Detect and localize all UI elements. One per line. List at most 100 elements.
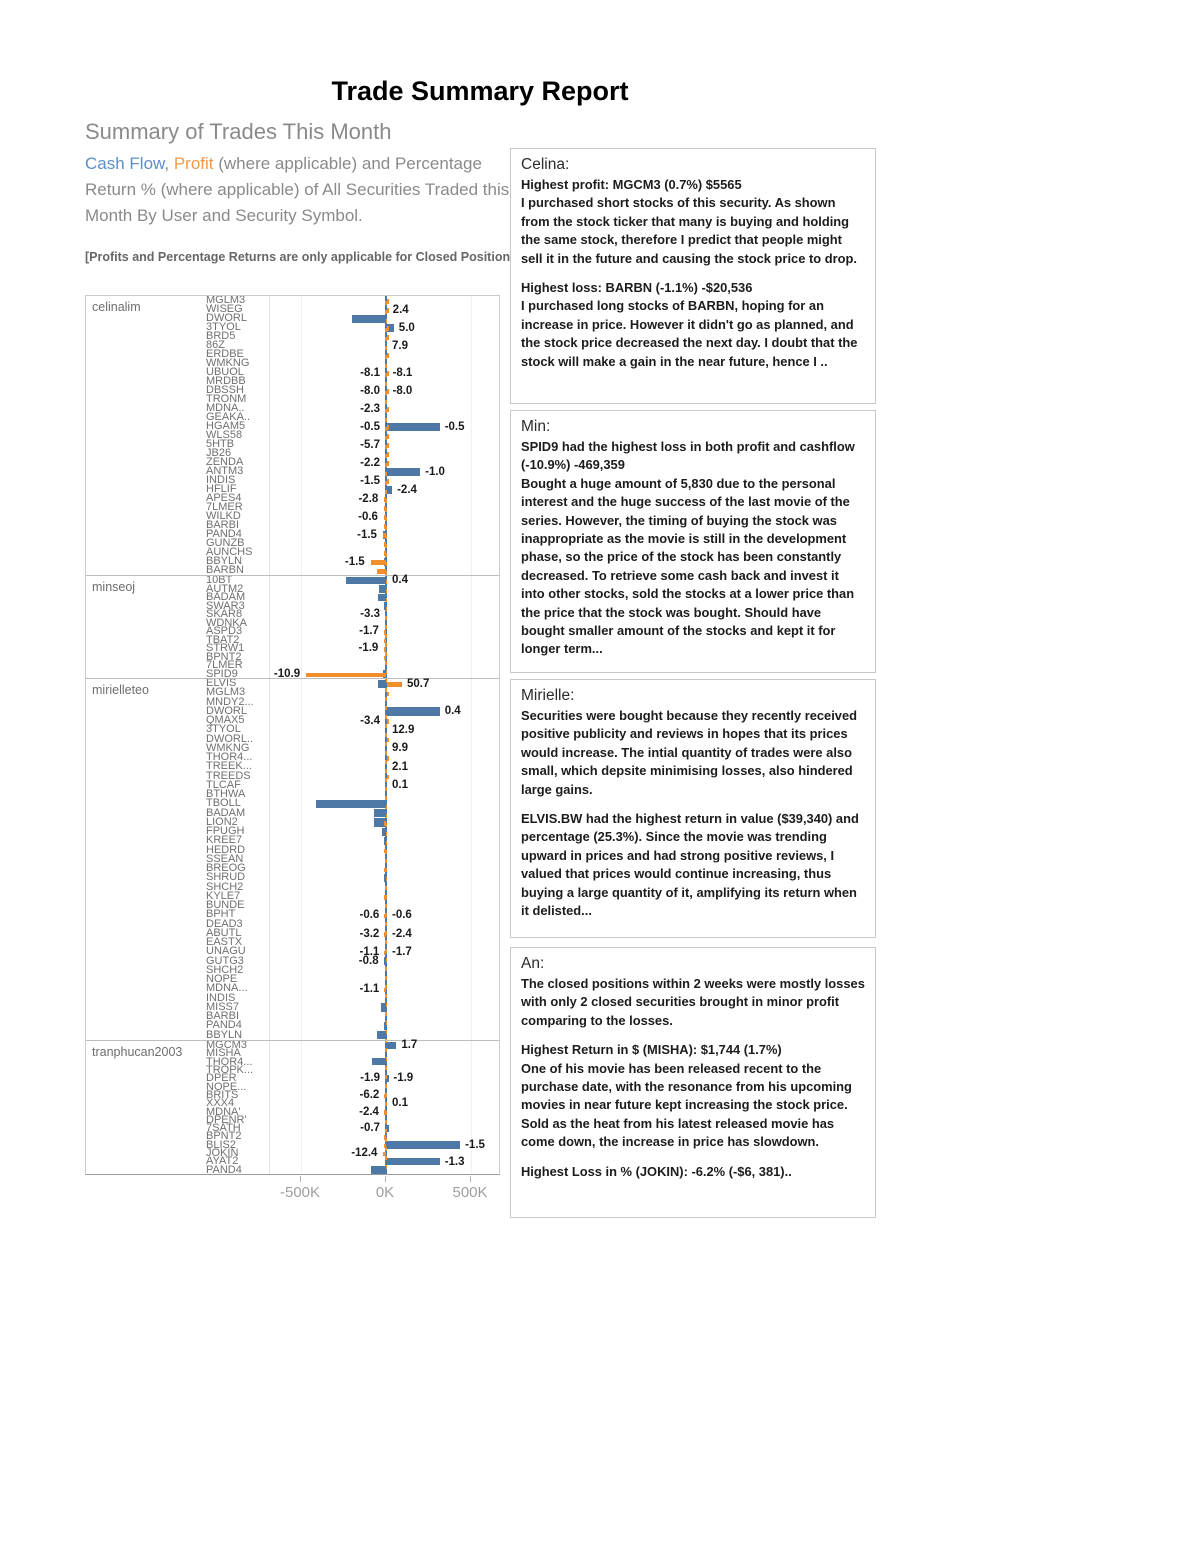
return-pct-label-left: -1.9: [358, 642, 379, 655]
security-symbol-label: BPNT2: [206, 650, 242, 663]
axis-tickmark: [470, 1176, 471, 1182]
profit-bar: [384, 506, 386, 511]
desc-rest: (where applicable) and Percentage Return…: [85, 154, 510, 225]
security-symbol-label: FPUGH: [206, 825, 245, 837]
return-pct-label-left: -1.1: [359, 946, 380, 959]
security-symbol-label: THOR4...: [206, 1055, 253, 1068]
return-pct-label-left: -2.2: [360, 456, 380, 469]
paragraph-spacer: [521, 1152, 865, 1163]
profit-bar: [384, 987, 386, 993]
security-symbol-label: WLS58: [206, 429, 243, 441]
return-pct-label-left: -0.7: [360, 1122, 380, 1135]
return-pct-label-left: -1.1: [359, 983, 380, 996]
security-symbol-label: SKAR8: [206, 608, 243, 620]
profit-bar: [384, 1093, 386, 1099]
security-symbol-label: BARBI: [206, 519, 240, 531]
security-symbol-label: UNAGU: [206, 945, 246, 958]
security-symbols-column: 10BT AUTM2 BADAM SWAR3 SKAR8 WDNKA ASPD3 TBAT2 S…: [206, 576, 270, 678]
security-symbol-label: JB26: [206, 447, 232, 459]
security-symbol-label: WMKNG: [206, 357, 250, 369]
security-symbol-label: DPER: [206, 1072, 237, 1085]
return-pct-label-right: 0.1: [392, 1097, 408, 1110]
security-symbol-label: SPID9: [206, 667, 238, 678]
security-symbol-label: MDNA': [206, 1105, 241, 1118]
gridline-plus-500k: [471, 296, 472, 1174]
cashflow-bar: [387, 1041, 397, 1049]
panel-paragraph: Highest Return in $ (MISHA): $1,744 (1.7…: [521, 1042, 782, 1058]
profit-bar: [384, 913, 386, 919]
security-symbol-label: DWORL: [206, 312, 247, 324]
return-pct-label-left: -1.5: [344, 555, 365, 568]
cashflow-bar: [384, 873, 386, 883]
panel-user-name: Min:: [521, 418, 551, 435]
profit-bar: [387, 756, 389, 761]
cashflow-bar: [384, 602, 386, 610]
return-pct-label-left: -6.2: [359, 1089, 380, 1102]
security-symbol-label: THOR4...: [206, 751, 253, 763]
user-label: tranphucan2003: [92, 1045, 183, 1059]
security-symbol-label: DWORL..: [206, 732, 254, 745]
return-pct-label-left: -2.4: [359, 1105, 379, 1118]
chart-section-mirielleteo: mirielleteo ELVIS MGLM3 MNDY2... DWORL QMAX5…: [86, 678, 499, 1041]
panel-body: Highest profit: MGCM3 (0.7%) $5565 I purc…: [521, 176, 865, 371]
panel-user-name: An:: [521, 955, 545, 972]
security-symbol-label: 3TYOL: [206, 321, 241, 333]
profit-bar: [384, 638, 386, 643]
panel-paragraph: Highest loss: BARBN (-1.1%) -$20,536: [521, 280, 753, 296]
return-pct-label-right: -2.4: [392, 927, 412, 940]
cashflow-bar: [387, 467, 421, 476]
return-pct-label-left: -8.1: [360, 366, 380, 379]
profit-bar: [387, 326, 389, 331]
cashflow-bar: [384, 957, 386, 966]
return-pct-label-right: -2.4: [397, 483, 417, 496]
profit-bar: [387, 353, 389, 358]
axis-tick-label: -500K: [279, 1184, 321, 1201]
profit-bar: [387, 308, 389, 313]
cashflow-bar: [374, 818, 386, 827]
return-pct-label-right: 12.9: [392, 723, 415, 736]
profit-bar: [387, 389, 389, 394]
security-symbol-label: KYLE7: [206, 889, 241, 902]
profit-bar: [383, 542, 386, 547]
security-symbol-label: SWAR3: [206, 599, 245, 612]
security-symbol-label: TBOLL: [206, 797, 241, 810]
panel-paragraph: ELVIS.BW had the highest return in value…: [521, 811, 859, 919]
security-symbol-label: BREOG: [206, 862, 246, 874]
return-pct-label-right: 0.1: [392, 779, 408, 792]
security-symbol-label: 10BT: [206, 576, 233, 586]
security-symbol-label: BADAM: [206, 806, 246, 819]
panel-paragraph: One of his movie has been released recen…: [521, 1060, 852, 1150]
security-symbol-label: BLIS2: [206, 1138, 236, 1151]
security-symbol-label: GUNZB: [206, 537, 245, 549]
security-symbol-label: BADAM: [206, 591, 246, 603]
security-symbol-label: JOKIN: [206, 1147, 239, 1160]
security-symbol-label: STRW1: [206, 642, 245, 654]
security-symbol-label: DBSSH: [206, 384, 244, 396]
return-pct-label-left: -2.8: [358, 492, 379, 505]
security-symbol-label: ERDBE: [206, 348, 244, 360]
security-symbol-label: SSEAN: [206, 852, 244, 865]
return-pct-label-left: -1.5: [360, 474, 380, 487]
security-symbol-label: TROPK...: [206, 1063, 254, 1076]
security-symbol-label: APES4: [206, 492, 242, 504]
axis-tickmark: [300, 1176, 301, 1182]
panel-paragraph: I purchased short stocks of this securit…: [521, 195, 857, 266]
security-symbol-label: 5HTB: [206, 438, 235, 450]
return-pct-label-left: -3.3: [360, 608, 380, 621]
security-symbol-label: QMAX5: [206, 714, 245, 726]
security-symbol-label: BTHWA: [206, 788, 246, 800]
paragraph-spacer: [521, 1030, 865, 1041]
cashflow-bar: [316, 799, 386, 809]
security-symbol-label: WILKD: [206, 510, 241, 522]
security-symbol-label: NOPE...: [206, 1080, 247, 1093]
return-pct-label-left: -0.6: [358, 510, 378, 523]
security-symbol-label: MISS7: [206, 1000, 240, 1013]
profit-bar: [383, 515, 386, 520]
chart-description: Cash Flow, Profit (where applicable) and…: [85, 151, 523, 229]
return-pct-label-left: -0.6: [359, 909, 380, 922]
paragraph-spacer: [521, 799, 865, 810]
chart-section-minseoj: minseoj 10BT AUTM2 BADAM SWAR3 SKAR8 WDNKA ASP…: [86, 574, 499, 680]
cashflow-bar: [380, 1003, 386, 1012]
profit-bar: [387, 443, 389, 448]
panel-user-name: Mirielle:: [521, 687, 575, 704]
